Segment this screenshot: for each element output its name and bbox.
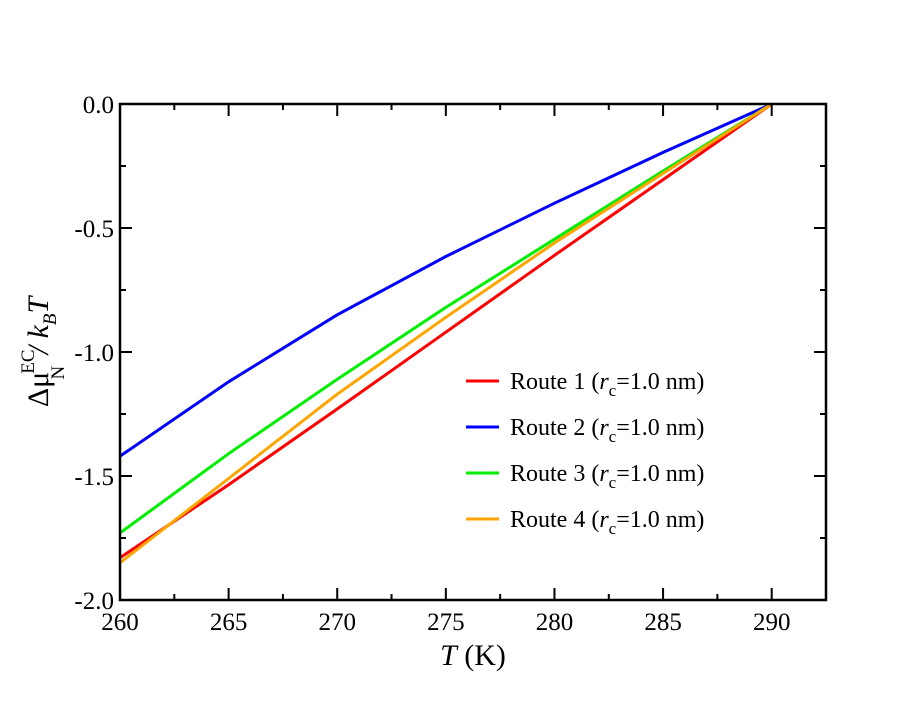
x-tick-label: 290 — [753, 609, 791, 636]
x-axis-label: T (K) — [440, 639, 506, 672]
legend-label: Route 1 (rc=1.0 nm) — [510, 369, 704, 400]
y-tick-label: -0.5 — [74, 216, 114, 243]
legend-entry-route-1: Route 1 (rc=1.0 nm) — [466, 369, 704, 400]
legend-entry-route-3: Route 3 (rc=1.0 nm) — [466, 461, 704, 492]
legend-label: Route 3 (rc=1.0 nm) — [510, 461, 704, 492]
x-tick-label: 265 — [210, 609, 248, 636]
axis-ticks — [119, 103, 827, 601]
x-tick-label: 270 — [318, 609, 356, 636]
tick-labels: 260 265 270 275 280 285 290 0.0 -0.5 -1.0 -1.5 -2.0 — [74, 92, 790, 636]
x-tick-label: 275 — [427, 609, 465, 636]
series-line-route-4 — [119, 102, 773, 564]
series-lines — [119, 102, 773, 564]
x-tick-label: 285 — [644, 609, 682, 636]
series-line-route-2 — [119, 102, 773, 458]
y-tick-label: 0.0 — [83, 92, 114, 119]
y-tick-label: -1.5 — [74, 464, 114, 491]
series-line-route-3 — [119, 102, 773, 535]
x-tick-label: 280 — [536, 609, 574, 636]
plot-frame — [118, 102, 828, 602]
y-tick-label: -1.0 — [74, 340, 114, 367]
legend: Route 1 (rc=1.0 nm) Route 2 (rc=1.0 nm) Ro… — [466, 369, 704, 538]
legend-entry-route-4: Route 4 (rc=1.0 nm) — [466, 507, 704, 538]
legend-entry-route-2: Route 2 (rc=1.0 nm) — [466, 415, 704, 446]
legend-label: Route 4 (rc=1.0 nm) — [510, 507, 704, 538]
y-axis-label: ΔμEC N / kBT — [18, 295, 69, 408]
y-tick-label: -2.0 — [74, 588, 114, 615]
x-tick-label: 260 — [101, 609, 139, 636]
series-line-route-1 — [119, 102, 773, 560]
legend-label: Route 2 (rc=1.0 nm) — [510, 415, 704, 446]
